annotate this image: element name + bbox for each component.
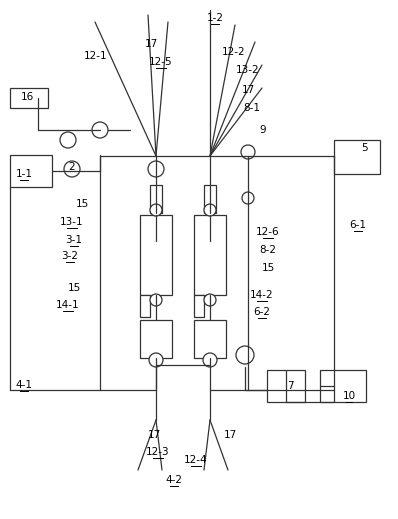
Text: 17: 17 bbox=[223, 430, 237, 440]
Text: 15: 15 bbox=[261, 263, 275, 273]
Text: 1-1: 1-1 bbox=[16, 169, 33, 179]
Text: 8-1: 8-1 bbox=[244, 103, 261, 113]
Text: 17: 17 bbox=[147, 430, 161, 440]
Text: 12-3: 12-3 bbox=[146, 447, 170, 457]
Text: 15: 15 bbox=[67, 283, 81, 293]
Text: 12-5: 12-5 bbox=[149, 57, 173, 67]
Text: 16: 16 bbox=[20, 92, 33, 102]
Circle shape bbox=[60, 132, 76, 148]
Text: 1-2: 1-2 bbox=[207, 13, 224, 23]
Text: 7: 7 bbox=[287, 381, 293, 391]
Circle shape bbox=[64, 161, 80, 177]
Text: 12-4: 12-4 bbox=[184, 455, 208, 465]
Text: 17: 17 bbox=[144, 39, 158, 49]
Text: 15: 15 bbox=[75, 199, 89, 209]
Text: 4-1: 4-1 bbox=[16, 380, 33, 390]
Bar bbox=[320, 370, 366, 402]
Text: 5: 5 bbox=[362, 143, 368, 153]
Circle shape bbox=[204, 294, 216, 306]
Circle shape bbox=[242, 192, 254, 204]
Text: 13-2: 13-2 bbox=[236, 65, 260, 75]
Bar bbox=[334, 140, 380, 174]
Bar bbox=[204, 185, 216, 213]
Circle shape bbox=[236, 346, 254, 364]
Text: 12-1: 12-1 bbox=[84, 51, 108, 61]
Circle shape bbox=[241, 145, 255, 159]
Text: 4-2: 4-2 bbox=[166, 475, 183, 485]
Text: 6-1: 6-1 bbox=[349, 220, 367, 230]
Bar bbox=[194, 215, 226, 295]
Bar bbox=[140, 295, 150, 317]
Circle shape bbox=[204, 204, 216, 216]
Bar bbox=[194, 320, 226, 358]
Text: 13-1: 13-1 bbox=[60, 217, 84, 227]
Text: 9: 9 bbox=[259, 125, 266, 135]
Bar bbox=[10, 88, 48, 108]
Text: 12-6: 12-6 bbox=[256, 227, 280, 237]
Bar bbox=[140, 320, 172, 358]
Circle shape bbox=[150, 294, 162, 306]
Text: 8-2: 8-2 bbox=[259, 245, 277, 255]
Circle shape bbox=[148, 161, 164, 177]
Bar bbox=[140, 215, 172, 295]
Text: 12-2: 12-2 bbox=[222, 47, 246, 57]
Text: 6-2: 6-2 bbox=[254, 307, 271, 317]
Text: 10: 10 bbox=[342, 391, 355, 401]
Text: 2: 2 bbox=[69, 162, 75, 172]
Circle shape bbox=[92, 122, 108, 138]
Bar bbox=[194, 295, 204, 317]
Circle shape bbox=[150, 204, 162, 216]
Text: 14-2: 14-2 bbox=[250, 290, 274, 300]
Text: 3-1: 3-1 bbox=[66, 235, 82, 245]
Text: 3-2: 3-2 bbox=[62, 251, 78, 261]
Text: 17: 17 bbox=[241, 85, 255, 95]
Circle shape bbox=[149, 353, 163, 367]
Circle shape bbox=[203, 353, 217, 367]
Bar bbox=[10, 155, 52, 187]
Bar bbox=[267, 370, 305, 402]
Bar bbox=[150, 185, 162, 213]
Text: 14-1: 14-1 bbox=[56, 300, 80, 310]
